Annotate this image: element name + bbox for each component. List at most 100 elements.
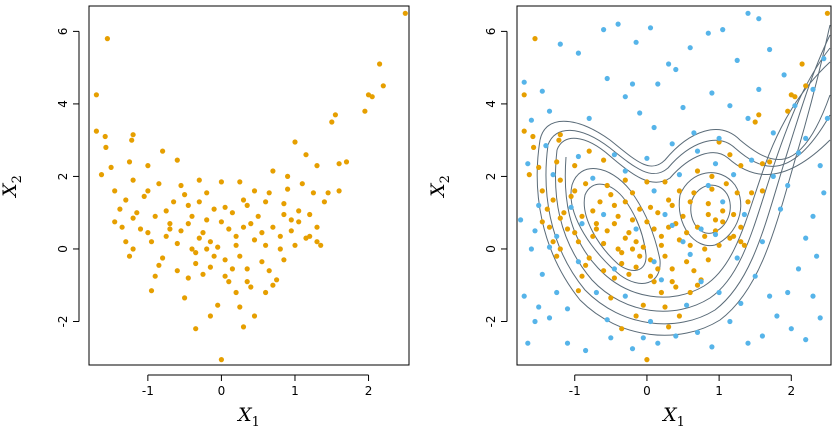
right-point-s0-82 xyxy=(586,255,592,261)
left-point-s0-24 xyxy=(163,208,169,214)
right-point-s1-19 xyxy=(767,46,773,53)
right-point-s1-120 xyxy=(550,172,556,178)
right-point-s1-3 xyxy=(575,50,582,56)
left-point-s0-128 xyxy=(285,186,291,192)
left-point-s0-105 xyxy=(237,179,243,185)
right-point-s0-78 xyxy=(799,61,805,67)
left-point-s0-62 xyxy=(296,219,302,225)
right-point-s0-90 xyxy=(644,357,650,363)
right-point-s1-115 xyxy=(698,226,704,232)
right-point-s1-14 xyxy=(705,30,711,36)
right-point-s0-25 xyxy=(593,226,600,232)
right-point-s1-82 xyxy=(734,255,740,261)
left-point-s0-71 xyxy=(329,119,335,125)
left-point-s0-91 xyxy=(233,289,239,296)
right-point-s0-33 xyxy=(629,217,636,223)
right-point-s1-95 xyxy=(749,157,755,163)
left-point-s0-12 xyxy=(112,188,118,194)
right-point-s1-101 xyxy=(691,130,697,136)
right-point-s0-127 xyxy=(694,168,701,174)
right-point-s1-80 xyxy=(687,251,693,257)
left-point-s0-110 xyxy=(222,204,228,210)
left-point-s0-134 xyxy=(266,268,272,274)
left-point-s0-47 xyxy=(244,266,250,272)
right-point-s0-93 xyxy=(666,324,672,330)
right-x-tick-label-1: 0 xyxy=(643,384,651,398)
right-point-s1-73 xyxy=(698,279,704,285)
right-point-s0-98 xyxy=(629,246,636,252)
right-point-s1-94 xyxy=(712,161,719,167)
right-point-s1-67 xyxy=(777,206,784,212)
right-point-s0-22 xyxy=(579,213,585,219)
left-point-s0-30 xyxy=(193,260,199,267)
left-point-s0-126 xyxy=(204,190,210,196)
left-scatter-panel: -1 0 1 2 -2 0 2 4 6 X1 X2 xyxy=(0,5,410,427)
left-point-s0-99 xyxy=(174,240,180,247)
right-point-s0-51 xyxy=(684,259,690,265)
right-point-s1-113 xyxy=(611,266,618,272)
right-point-s0-20 xyxy=(557,246,563,252)
right-point-s0-29 xyxy=(615,246,621,252)
right-point-s0-4 xyxy=(531,144,537,150)
right-point-s1-47 xyxy=(727,318,733,325)
right-point-s1-0 xyxy=(521,79,527,85)
right-point-s1-106 xyxy=(684,302,690,308)
right-point-s0-47 xyxy=(669,266,675,272)
left-point-s0-103 xyxy=(178,182,184,189)
right-point-s0-72 xyxy=(756,112,762,118)
right-point-s1-17 xyxy=(745,10,751,16)
right-point-s0-141 xyxy=(738,239,744,245)
right-point-s1-16 xyxy=(734,57,740,64)
right-scatter-panel: -1 0 1 2 -2 0 2 4 6 X1 X2 xyxy=(427,5,832,427)
right-point-s1-114 xyxy=(651,259,657,265)
right-point-s0-8 xyxy=(601,157,607,163)
left-point-s0-3 xyxy=(102,133,108,140)
right-point-s0-67 xyxy=(738,163,744,169)
left-point-s0-57 xyxy=(281,211,287,218)
contour-line-4 xyxy=(564,61,831,298)
right-point-s1-34 xyxy=(521,293,527,299)
right-y-tick-label-0: -2 xyxy=(484,316,498,328)
left-point-s0-138 xyxy=(193,250,199,256)
left-point-s0-142 xyxy=(336,188,342,194)
right-point-s1-107 xyxy=(539,271,545,277)
left-y-tick-label-1: 0 xyxy=(56,245,70,253)
left-point-s0-46 xyxy=(244,202,250,208)
right-point-s0-68 xyxy=(738,224,744,230)
right-point-s0-17 xyxy=(564,226,571,232)
left-point-s0-88 xyxy=(207,313,213,319)
right-point-s0-97 xyxy=(655,266,661,272)
right-point-s0-69 xyxy=(741,242,748,248)
left-point-s0-11 xyxy=(126,159,133,165)
right-point-s0-3 xyxy=(530,133,536,140)
left-point-s0-39 xyxy=(222,257,228,263)
left-point-s0-17 xyxy=(137,226,144,232)
right-point-s1-15 xyxy=(720,27,726,33)
left-point-s0-27 xyxy=(182,192,188,198)
left-point-s0-118 xyxy=(307,233,313,239)
right-point-s1-60 xyxy=(795,150,802,156)
right-point-s1-119 xyxy=(518,217,524,223)
right-point-s1-75 xyxy=(669,222,675,228)
left-point-s0-120 xyxy=(277,246,283,252)
right-point-s1-123 xyxy=(792,103,798,109)
right-y-tick-label-1: 0 xyxy=(484,245,498,253)
right-point-s1-28 xyxy=(745,115,751,121)
right-point-s0-36 xyxy=(640,244,646,250)
left-point-s0-53 xyxy=(266,190,272,196)
right-point-s1-116 xyxy=(770,173,776,179)
left-point-s0-117 xyxy=(148,239,155,245)
right-point-s0-73 xyxy=(759,161,766,167)
left-point-s0-49 xyxy=(251,237,258,243)
right-point-s0-120 xyxy=(702,246,708,252)
left-point-s0-36 xyxy=(215,244,221,250)
left-point-s0-84 xyxy=(148,288,155,294)
right-point-s0-11 xyxy=(554,159,560,165)
right-point-s1-104 xyxy=(604,317,610,323)
left-y-axis-title: X2 xyxy=(0,175,25,199)
right-point-s1-54 xyxy=(810,293,816,299)
right-point-s0-60 xyxy=(716,242,722,248)
right-point-s1-86 xyxy=(575,259,582,265)
contour-loop-1 xyxy=(570,168,661,284)
right-point-s0-14 xyxy=(561,210,567,216)
